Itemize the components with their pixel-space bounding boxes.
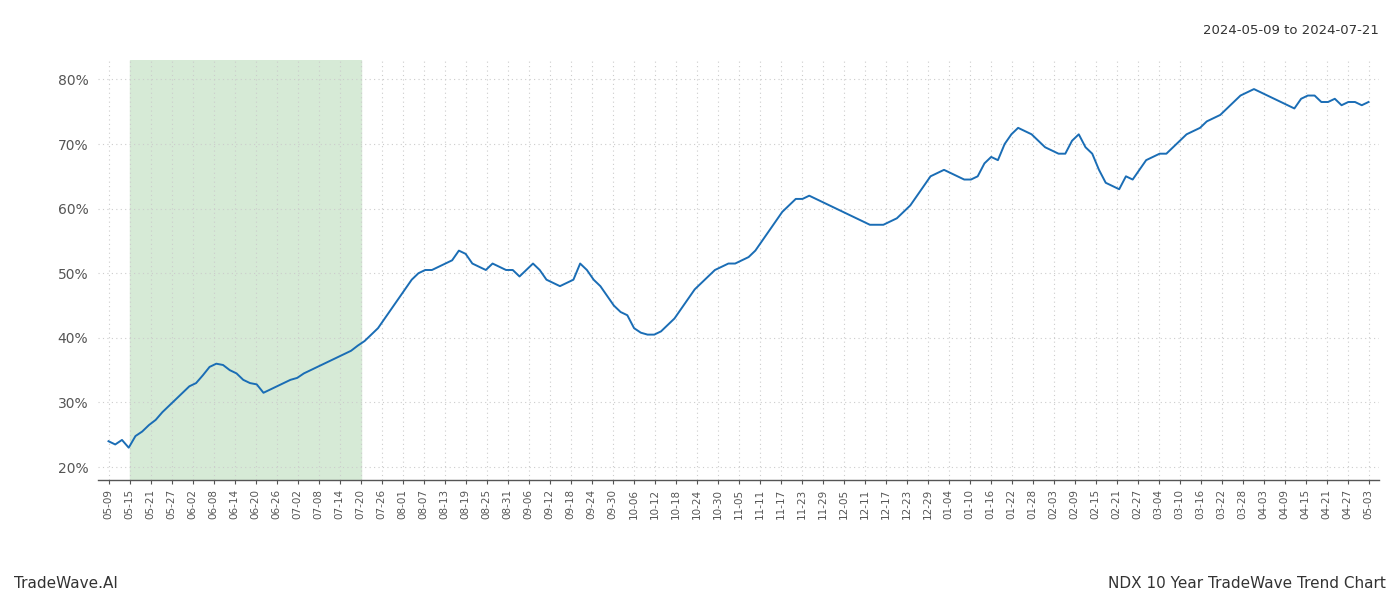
Bar <box>130 60 361 480</box>
Text: NDX 10 Year TradeWave Trend Chart: NDX 10 Year TradeWave Trend Chart <box>1109 576 1386 591</box>
Text: TradeWave.AI: TradeWave.AI <box>14 576 118 591</box>
Text: 2024-05-09 to 2024-07-21: 2024-05-09 to 2024-07-21 <box>1203 24 1379 37</box>
